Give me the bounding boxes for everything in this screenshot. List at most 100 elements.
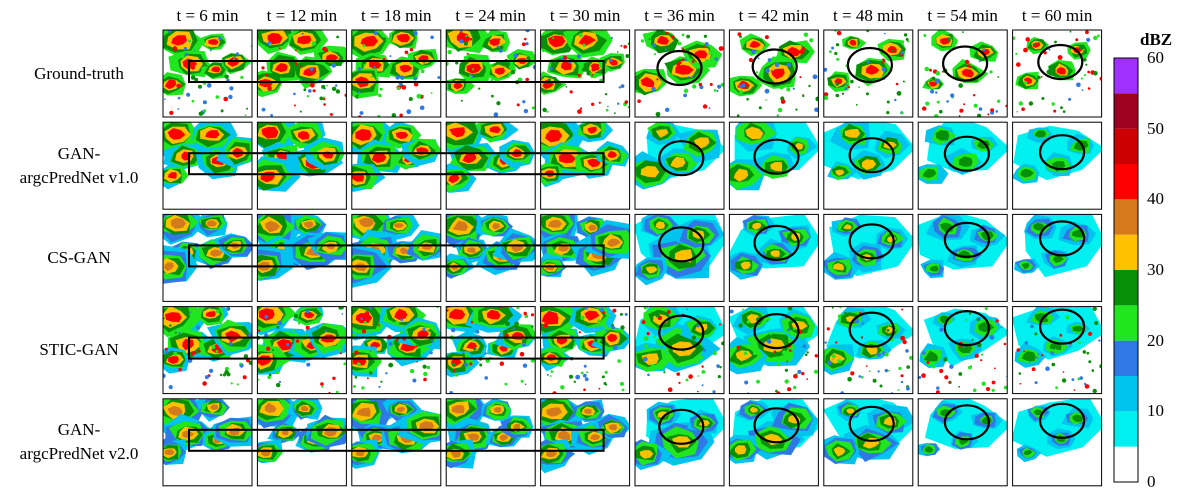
highlight-markers (188, 43, 1086, 452)
highlight-ellipse (943, 404, 990, 441)
colorbar-tick-label: 60 (1147, 48, 1164, 67)
row-label-line: CS-GAN (47, 247, 111, 267)
highlight-ellipse (1038, 134, 1086, 171)
radar-panel (445, 121, 536, 210)
colorbar-level (1114, 270, 1138, 306)
column-label: t = 54 min (927, 6, 998, 25)
highlight-rectangle (188, 244, 605, 268)
row-label-line: STIC-GAN (39, 340, 119, 360)
colorbar-title: dBZ (1140, 30, 1173, 49)
radar-panel (351, 121, 442, 210)
radar-panel (351, 306, 442, 395)
highlight-ellipse (658, 226, 705, 263)
radar-panel (634, 306, 725, 395)
radar-panel (728, 306, 819, 395)
highlight-ellipse (1037, 43, 1084, 81)
panel-grid (162, 29, 1103, 487)
column-label: t = 6 min (176, 6, 239, 25)
column-label: t = 42 min (738, 6, 810, 25)
colorbar-level (1114, 411, 1138, 447)
colorbar-level (1114, 340, 1138, 376)
radar-panel (256, 121, 347, 210)
highlight-ellipse (753, 313, 800, 350)
colorbar-level (1114, 164, 1138, 200)
highlight-ellipse (943, 310, 990, 347)
radar-panel (256, 29, 347, 118)
radar-panel (540, 29, 631, 118)
highlight-ellipse (751, 48, 798, 85)
row-label-line: argcPredNet v2.0 (19, 444, 139, 464)
dbz-colorbar (1113, 57, 1139, 483)
radar-panel (728, 213, 819, 302)
row-label: GAN-argcPredNet v2.0 (0, 418, 158, 466)
radar-panel (917, 213, 1008, 302)
column-label: t = 36 min (644, 6, 715, 25)
column-label: t = 30 min (549, 6, 621, 25)
colorbar-level (1114, 446, 1138, 482)
radar-panel (540, 213, 631, 302)
radar-panel (351, 398, 442, 487)
row-label-line: GAN- (57, 420, 101, 440)
radar-panel (445, 398, 536, 487)
highlight-rectangle (188, 60, 605, 83)
highlight-ellipse (658, 314, 705, 351)
radar-panel (445, 306, 536, 395)
radar-panel (917, 306, 1008, 395)
radar-panel (540, 306, 631, 395)
row-label: Ground-truth (0, 62, 158, 86)
colorbar-tick-label: 30 (1147, 260, 1164, 279)
row-label-line: Ground-truth (34, 63, 124, 83)
radar-panel (728, 29, 819, 118)
radar-panel (351, 213, 442, 302)
radar-panel (162, 29, 253, 118)
colorbar-level (1114, 58, 1138, 94)
radar-panel (256, 213, 347, 302)
column-label: t = 12 min (266, 6, 338, 25)
row-label-line: GAN- (57, 143, 101, 163)
highlight-ellipse (658, 140, 705, 177)
radar-panel (162, 213, 253, 302)
highlight-ellipse (753, 224, 800, 261)
radar-panel (1012, 398, 1103, 487)
radar-panel (1012, 29, 1103, 118)
colorbar-tick-label: 10 (1147, 401, 1164, 421)
highlight-rectangle (188, 152, 605, 176)
radar-panel (445, 29, 536, 118)
radar-panel (728, 121, 819, 210)
highlight-ellipse (848, 137, 895, 174)
radar-panel (256, 306, 347, 395)
column-label: t = 48 min (833, 6, 904, 25)
highlight-ellipse (1038, 308, 1086, 345)
highlight-ellipse (1038, 220, 1086, 257)
colorbar-level (1114, 199, 1138, 235)
highlight-ellipse (753, 138, 800, 175)
radar-panel (917, 29, 1008, 118)
colorbar-level (1114, 93, 1138, 129)
highlight-ellipse (656, 49, 703, 87)
colorbar-level (1114, 234, 1138, 270)
radar-panel (634, 213, 725, 302)
column-label: t = 60 min (1021, 6, 1093, 25)
radar-panel (823, 398, 914, 487)
highlight-ellipse (846, 46, 894, 84)
colorbar-tick-label: 40 (1147, 189, 1164, 209)
highlight-rectangle (188, 336, 605, 360)
radar-panel (634, 29, 725, 118)
colorbar-tick-label: 20 (1147, 330, 1164, 350)
radar-panel (634, 398, 725, 487)
highlight-ellipse (658, 408, 705, 445)
radar-panel (917, 398, 1008, 487)
radar-panel (351, 29, 442, 118)
radar-panel (162, 306, 253, 395)
radar-panel (162, 121, 253, 210)
radar-panel (917, 121, 1008, 210)
highlight-ellipse (848, 223, 895, 260)
column-label: t = 18 min (361, 6, 432, 25)
highlight-ellipse (943, 221, 990, 258)
radar-panel (445, 213, 536, 302)
row-label-line: argcPredNet v1.0 (19, 167, 139, 187)
colorbar-tick-label: 50 (1147, 118, 1164, 138)
highlight-ellipse (943, 135, 990, 172)
radar-panel (1012, 306, 1103, 395)
